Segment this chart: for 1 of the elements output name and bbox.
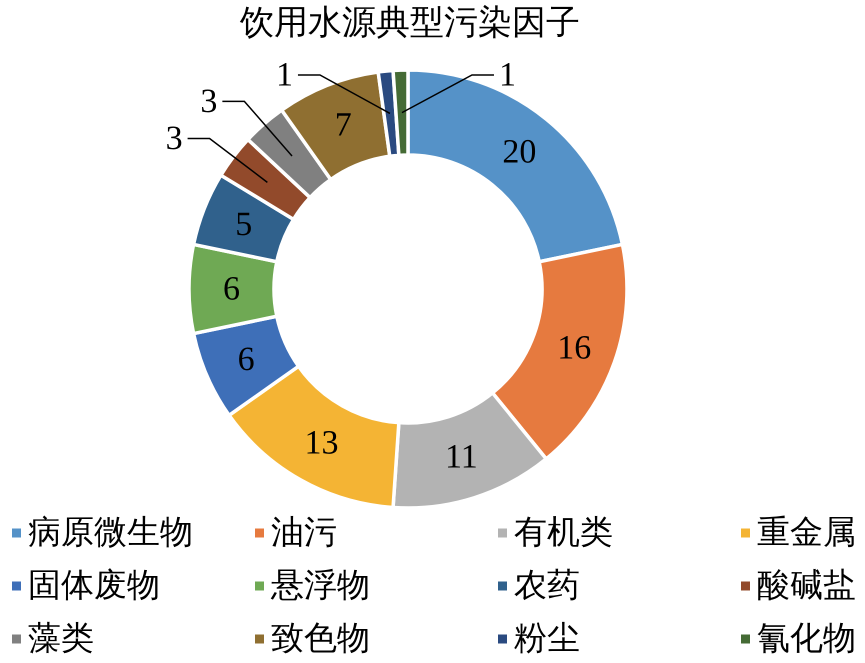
title: 饮用水源典型污染因子 bbox=[240, 4, 580, 42]
